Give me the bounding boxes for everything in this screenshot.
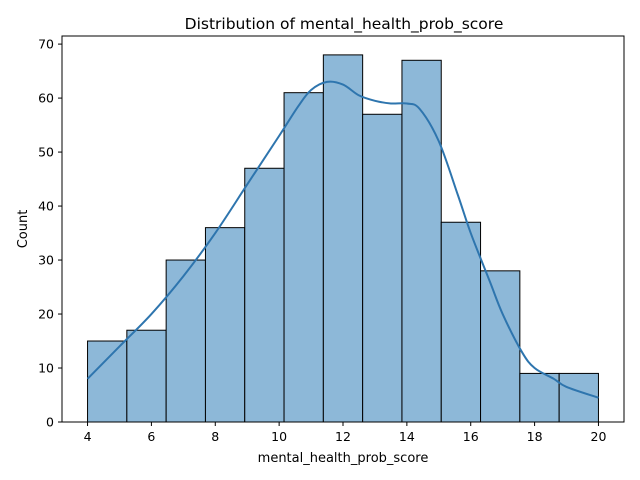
histogram-bar bbox=[165, 259, 206, 423]
histogram-bar bbox=[480, 270, 521, 423]
x-tick-label: 14 bbox=[399, 429, 415, 444]
y-tick-label: 10 bbox=[38, 361, 54, 376]
x-tick-label: 16 bbox=[463, 429, 479, 444]
x-axis-label: mental_health_prob_score bbox=[258, 451, 429, 466]
y-axis-ticks: 0 10 20 30 40 50 60 70 bbox=[38, 37, 62, 430]
histogram-bar bbox=[87, 340, 128, 423]
chart-title: Distribution of mental_health_prob_score bbox=[185, 15, 504, 34]
histogram-bar bbox=[362, 113, 403, 423]
y-tick-label: 20 bbox=[38, 307, 54, 322]
histogram-bar bbox=[558, 372, 599, 423]
x-tick-label: 8 bbox=[211, 429, 219, 444]
y-tick-label: 50 bbox=[38, 145, 54, 160]
histogram-bar bbox=[401, 59, 442, 423]
histogram-bar bbox=[519, 372, 560, 423]
x-tick-label: 6 bbox=[147, 429, 155, 444]
x-axis-ticks: 4 6 8 10 12 14 16 18 20 bbox=[84, 422, 607, 444]
histogram-bar bbox=[322, 54, 364, 423]
histogram-bar bbox=[126, 329, 167, 423]
histogram-bar bbox=[283, 92, 324, 423]
y-tick-label: 0 bbox=[46, 415, 54, 430]
kde-curve bbox=[86, 80, 599, 399]
histogram-bar bbox=[204, 227, 246, 423]
x-tick-label: 18 bbox=[527, 429, 543, 444]
y-tick-label: 40 bbox=[38, 199, 54, 214]
bars-group bbox=[87, 54, 599, 423]
histogram-bar bbox=[244, 167, 285, 423]
y-tick-label: 60 bbox=[38, 91, 54, 106]
histogram-bar bbox=[440, 221, 482, 423]
y-tick-label: 30 bbox=[38, 253, 54, 268]
y-tick-label: 70 bbox=[38, 37, 54, 52]
x-tick-label: 12 bbox=[335, 429, 351, 444]
x-tick-label: 4 bbox=[84, 429, 92, 444]
x-tick-label: 10 bbox=[271, 429, 287, 444]
y-axis-label: Count bbox=[16, 210, 31, 249]
x-tick-label: 20 bbox=[591, 429, 607, 444]
